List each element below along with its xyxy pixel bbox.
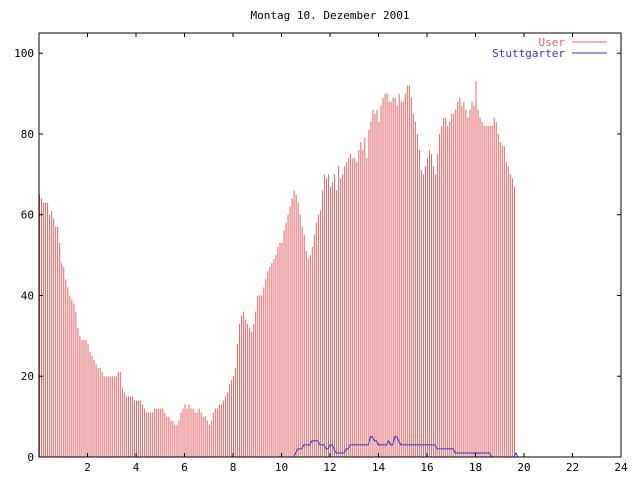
y-tick-label: 60 (21, 209, 34, 222)
legend: User Stuttgarter (492, 36, 607, 60)
legend-stuttgarter-label: Stuttgarter (492, 47, 565, 60)
x-tick-label: 6 (181, 461, 188, 474)
x-tick-label: 14 (372, 461, 386, 474)
x-tick-label: 4 (133, 461, 140, 474)
y-tick-label: 20 (21, 370, 34, 383)
y-tick-label: 0 (27, 451, 34, 464)
y-tick-label: 100 (14, 47, 34, 60)
user-bars (39, 81, 515, 457)
y-tick-label: 80 (21, 128, 34, 141)
y-tick-label: 40 (21, 289, 34, 302)
x-tick-label: 2 (84, 461, 91, 474)
legend-user-label: User (539, 36, 566, 49)
x-tick-label: 12 (323, 461, 336, 474)
x-tick-label: 22 (566, 461, 579, 474)
x-tick-label: 10 (275, 461, 288, 474)
x-tick-label: 16 (420, 461, 433, 474)
x-tick-label: 20 (517, 461, 530, 474)
chart-title: Montag 10. Dezember 2001 (251, 9, 410, 22)
x-tick-label: 8 (230, 461, 237, 474)
x-tick-label: 18 (469, 461, 482, 474)
x-tick-label: 24 (614, 461, 628, 474)
